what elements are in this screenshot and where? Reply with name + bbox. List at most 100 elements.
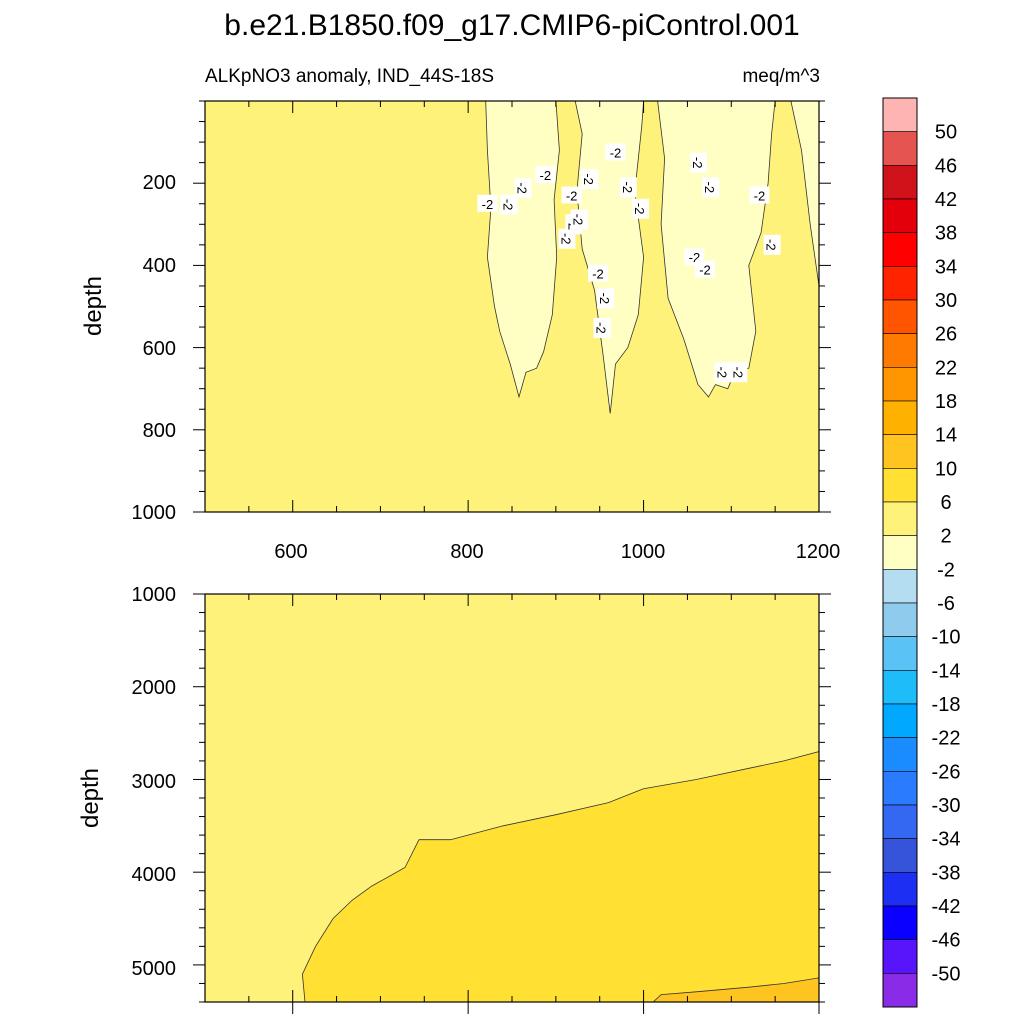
plot-area: -2 -2-2-2-2-2-2-2-2-2-2-2-2-2-2-2-2-2-2 -2… [205, 101, 819, 512]
contour-label: -2 [763, 234, 781, 255]
contour-label-box [690, 152, 707, 173]
contour-label-text: -2 [699, 263, 711, 278]
colorbar-swatch [882, 299, 918, 334]
chart-title: b.e21.B1850.f09_g17.CMIP6-piControl.001 [224, 9, 799, 42]
y-tick-label: 3000 [132, 771, 177, 793]
contour-label-text: -2 [702, 182, 717, 194]
y-tick-label: 5000 [132, 958, 177, 980]
colorbar-swatch [882, 636, 918, 671]
colorbar-label: -42 [932, 896, 961, 918]
contour-label-box [632, 198, 650, 219]
colorbar-swatch [882, 973, 918, 1008]
x-tick-label: 600 [274, 541, 307, 563]
lower-panel [193, 593, 831, 1014]
contour-label-box [619, 177, 637, 198]
colorbar-label: 38 [935, 223, 957, 245]
colorbar-label: 30 [935, 290, 957, 312]
colorbar-label: -46 [932, 930, 961, 952]
contour-label-text: -2 [690, 157, 705, 169]
contour-label-box [763, 234, 781, 255]
contour-label-text: -2 [632, 203, 647, 215]
colorbar-label: 2 [940, 526, 951, 548]
colorbar-label: 42 [935, 189, 957, 211]
contour-region [652, 977, 819, 1002]
contour-label-text: -2 [594, 322, 609, 334]
colorbar-swatch [882, 838, 918, 873]
colorbar-label: 34 [935, 256, 957, 278]
x-tick-label: 800 [450, 541, 483, 563]
colorbar-swatch [882, 501, 918, 536]
colorbar-swatch [882, 400, 918, 435]
y-tick-label: 4000 [132, 864, 177, 886]
colorbar-label: -6 [937, 593, 955, 615]
contour-label-text: -2 [566, 189, 578, 204]
colorbar-swatch [882, 232, 918, 267]
contour-label: -2 [597, 288, 614, 309]
contour-label: -2 [749, 186, 770, 204]
y-tick-label: 600 [143, 338, 176, 360]
colorbar-label: -2 [937, 559, 955, 581]
contour-label-text: -2 [597, 293, 612, 305]
contour-label: -2 [514, 178, 532, 199]
contour-label-box [561, 186, 582, 204]
contour-label: -2 [535, 166, 556, 183]
contour-label: -2 [500, 194, 518, 215]
contour-label-text: -2 [581, 173, 596, 185]
contour-label-box [477, 194, 498, 212]
colorbar-label: -14 [932, 660, 961, 682]
colorbar-swatch [882, 872, 918, 907]
contour-label: -2 [690, 152, 707, 173]
colorbar-swatch [882, 165, 918, 200]
contour-label-text: -2 [764, 239, 779, 251]
contour-label-box [605, 143, 626, 161]
contour-label-box [714, 362, 732, 383]
contour-label-text: -2 [610, 145, 622, 160]
contour-label-text: -2 [689, 250, 701, 265]
y-tick-label: 400 [143, 255, 176, 277]
colorbar-label: -18 [932, 694, 961, 716]
contour-label: -2 [695, 260, 715, 278]
contour-label-text: -2 [558, 233, 573, 245]
contour-region [475, 101, 819, 414]
contour-label-text: -2 [501, 199, 516, 211]
colorbar-label: 22 [935, 357, 957, 379]
colorbar-swatch [882, 905, 918, 940]
colorbar-label: 10 [935, 458, 957, 480]
colorbar-swatch [882, 602, 918, 637]
contour-label-text: -2 [620, 182, 635, 194]
contour-label-box [570, 209, 588, 230]
colorbar-swatch [882, 333, 918, 368]
y-tick-label: 2000 [132, 677, 177, 699]
contour-label-box [535, 166, 556, 183]
contour-label-box [500, 194, 518, 215]
contour-label: -2 [730, 362, 748, 383]
contour-label: -2 [477, 194, 498, 212]
colorbar-label: 6 [940, 492, 951, 514]
contour-label: -2 [561, 186, 582, 204]
plot-area [205, 594, 819, 1002]
y-tick-label: 1000 [132, 584, 177, 606]
colorbar-swatch [882, 670, 918, 705]
contour-label: -2 [632, 198, 650, 219]
colorbar-swatch [882, 131, 918, 166]
colorbar-label: 26 [935, 324, 957, 346]
contour-label: -2 [581, 169, 599, 190]
chart-subtitle: ALKpNO3 anomaly, IND_44S-18S [205, 66, 494, 87]
colorbar-swatch [882, 804, 918, 839]
colorbar-swatch [882, 97, 918, 132]
contour-label: -2 [593, 317, 611, 338]
colorbar-label: 50 [935, 122, 957, 144]
y-axis-label: depth [77, 768, 104, 828]
colorbar-swatch [882, 266, 918, 301]
contour-label: -2 [588, 264, 608, 282]
contour-label: -2 [570, 209, 588, 230]
colorbar-swatch [882, 367, 918, 402]
colorbar-label: 46 [935, 155, 957, 177]
contour-label-box [702, 177, 720, 198]
y-tick-label: 200 [143, 172, 176, 194]
contour-label-box [749, 186, 770, 204]
contour-label-text: -2 [540, 168, 552, 183]
contour-label: -2 [605, 143, 626, 161]
colorbar-swatch [882, 703, 918, 738]
